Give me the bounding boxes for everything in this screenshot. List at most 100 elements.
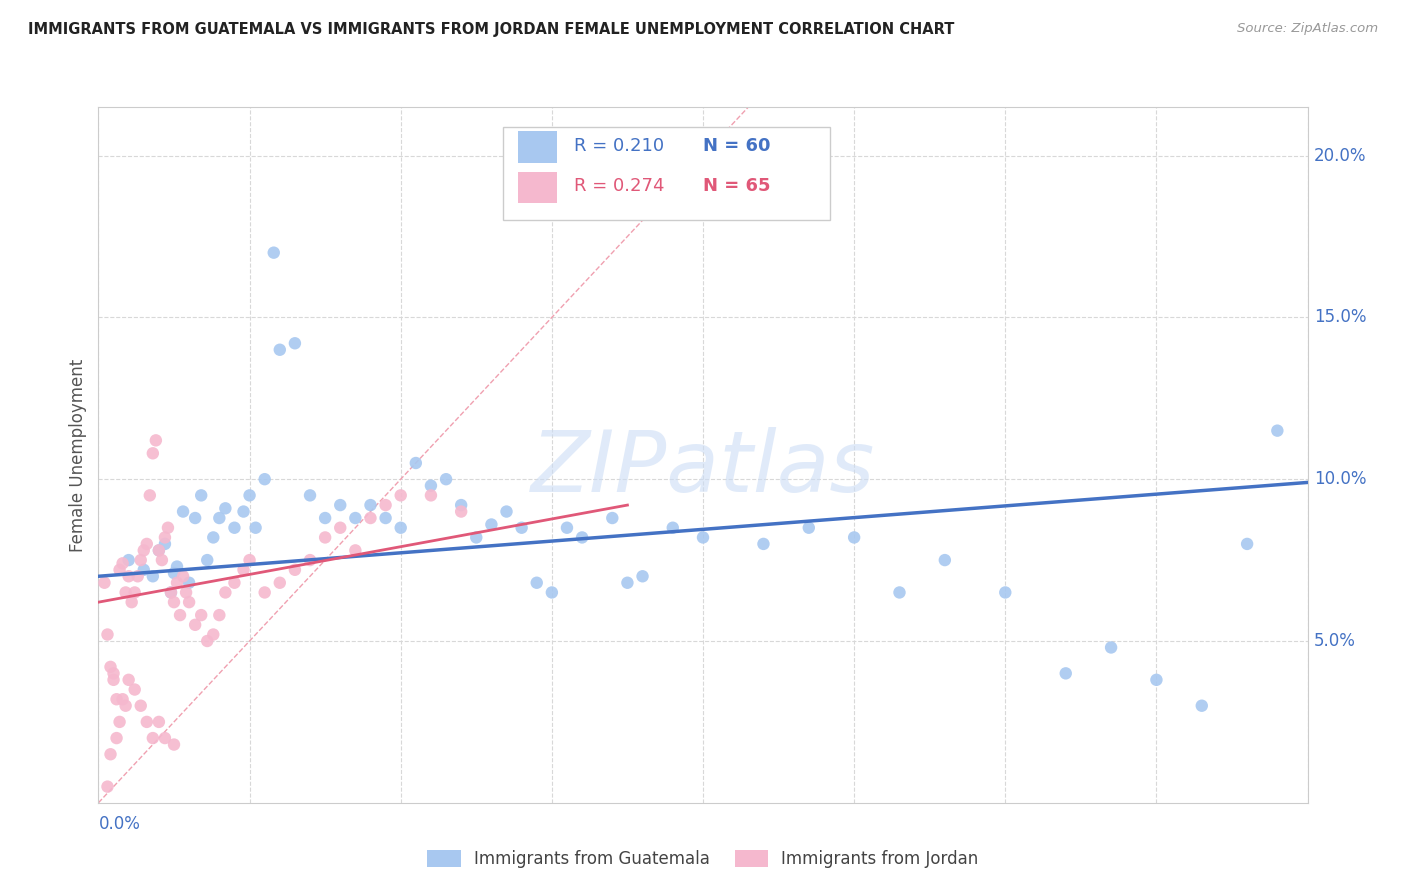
Bar — [517, 172, 557, 203]
Point — [114, 585, 136, 599]
Point — [148, 543, 170, 558]
Point — [111, 692, 134, 706]
Point — [118, 569, 141, 583]
Point — [419, 488, 441, 502]
Point — [284, 336, 307, 351]
Point — [692, 531, 714, 545]
Point — [129, 698, 152, 713]
Point — [148, 714, 170, 729]
Point — [100, 747, 122, 762]
Point — [190, 488, 212, 502]
Point — [495, 504, 517, 518]
Point — [329, 521, 352, 535]
Point — [374, 511, 396, 525]
Point — [314, 531, 336, 545]
Text: R = 0.274: R = 0.274 — [574, 177, 664, 194]
Point — [374, 498, 396, 512]
Point — [124, 682, 146, 697]
Point — [148, 543, 170, 558]
Point — [994, 585, 1017, 599]
Point — [214, 585, 236, 599]
Point — [172, 504, 194, 518]
Point — [184, 617, 207, 632]
Point — [100, 660, 122, 674]
Point — [195, 634, 218, 648]
Text: IMMIGRANTS FROM GUATEMALA VS IMMIGRANTS FROM JORDAN FEMALE UNEMPLOYMENT CORRELAT: IMMIGRANTS FROM GUATEMALA VS IMMIGRANTS … — [28, 22, 955, 37]
Point — [434, 472, 457, 486]
Point — [540, 585, 562, 599]
Point — [510, 521, 533, 535]
Point — [202, 627, 225, 641]
Point — [103, 666, 125, 681]
Point — [142, 446, 165, 460]
Point — [169, 608, 191, 623]
Point — [208, 608, 231, 623]
Point — [163, 738, 186, 752]
Point — [127, 569, 149, 583]
Point — [153, 537, 176, 551]
Point — [135, 537, 157, 551]
Point — [132, 543, 155, 558]
Point — [419, 478, 441, 492]
Point — [166, 559, 188, 574]
Point — [142, 731, 165, 745]
Point — [111, 557, 134, 571]
Point — [1265, 424, 1288, 438]
Point — [142, 569, 165, 583]
Point — [163, 566, 186, 580]
Point — [1236, 537, 1258, 551]
Text: ZIPatlas: ZIPatlas — [531, 427, 875, 510]
Text: N = 65: N = 65 — [703, 177, 770, 194]
Point — [214, 501, 236, 516]
Point — [360, 511, 382, 525]
Point — [602, 511, 624, 525]
Point — [129, 553, 152, 567]
Point — [96, 627, 118, 641]
FancyBboxPatch shape — [503, 127, 830, 220]
Point — [160, 585, 183, 599]
Point — [616, 575, 638, 590]
Point — [329, 498, 352, 512]
Point — [314, 511, 336, 525]
Point — [145, 434, 167, 448]
Point — [184, 511, 207, 525]
Text: 0.0%: 0.0% — [98, 815, 141, 833]
Point — [232, 504, 254, 518]
Point — [208, 511, 231, 525]
Point — [132, 563, 155, 577]
Point — [450, 498, 472, 512]
Point — [239, 553, 262, 567]
Point — [224, 521, 246, 535]
Text: Source: ZipAtlas.com: Source: ZipAtlas.com — [1237, 22, 1378, 36]
Point — [389, 488, 412, 502]
Point — [253, 585, 276, 599]
Point — [124, 585, 146, 599]
Y-axis label: Female Unemployment: Female Unemployment — [69, 359, 87, 551]
Point — [797, 521, 820, 535]
Point — [177, 595, 201, 609]
Point — [202, 531, 225, 545]
Point — [481, 517, 503, 532]
Point — [1099, 640, 1122, 655]
Point — [156, 521, 179, 535]
Point — [160, 585, 183, 599]
Point — [889, 585, 911, 599]
Point — [263, 245, 285, 260]
Point — [121, 595, 143, 609]
Point — [190, 608, 212, 623]
Text: 10.0%: 10.0% — [1313, 470, 1367, 488]
Point — [172, 569, 194, 583]
Point — [96, 780, 118, 794]
Point — [108, 563, 131, 577]
Point — [934, 553, 956, 567]
Point — [103, 673, 125, 687]
Point — [752, 537, 775, 551]
Point — [284, 563, 307, 577]
Point — [177, 575, 201, 590]
Point — [195, 553, 218, 567]
Point — [299, 553, 322, 567]
Text: 5.0%: 5.0% — [1313, 632, 1355, 650]
Point — [108, 714, 131, 729]
Point — [555, 521, 578, 535]
Text: 20.0%: 20.0% — [1313, 146, 1367, 165]
